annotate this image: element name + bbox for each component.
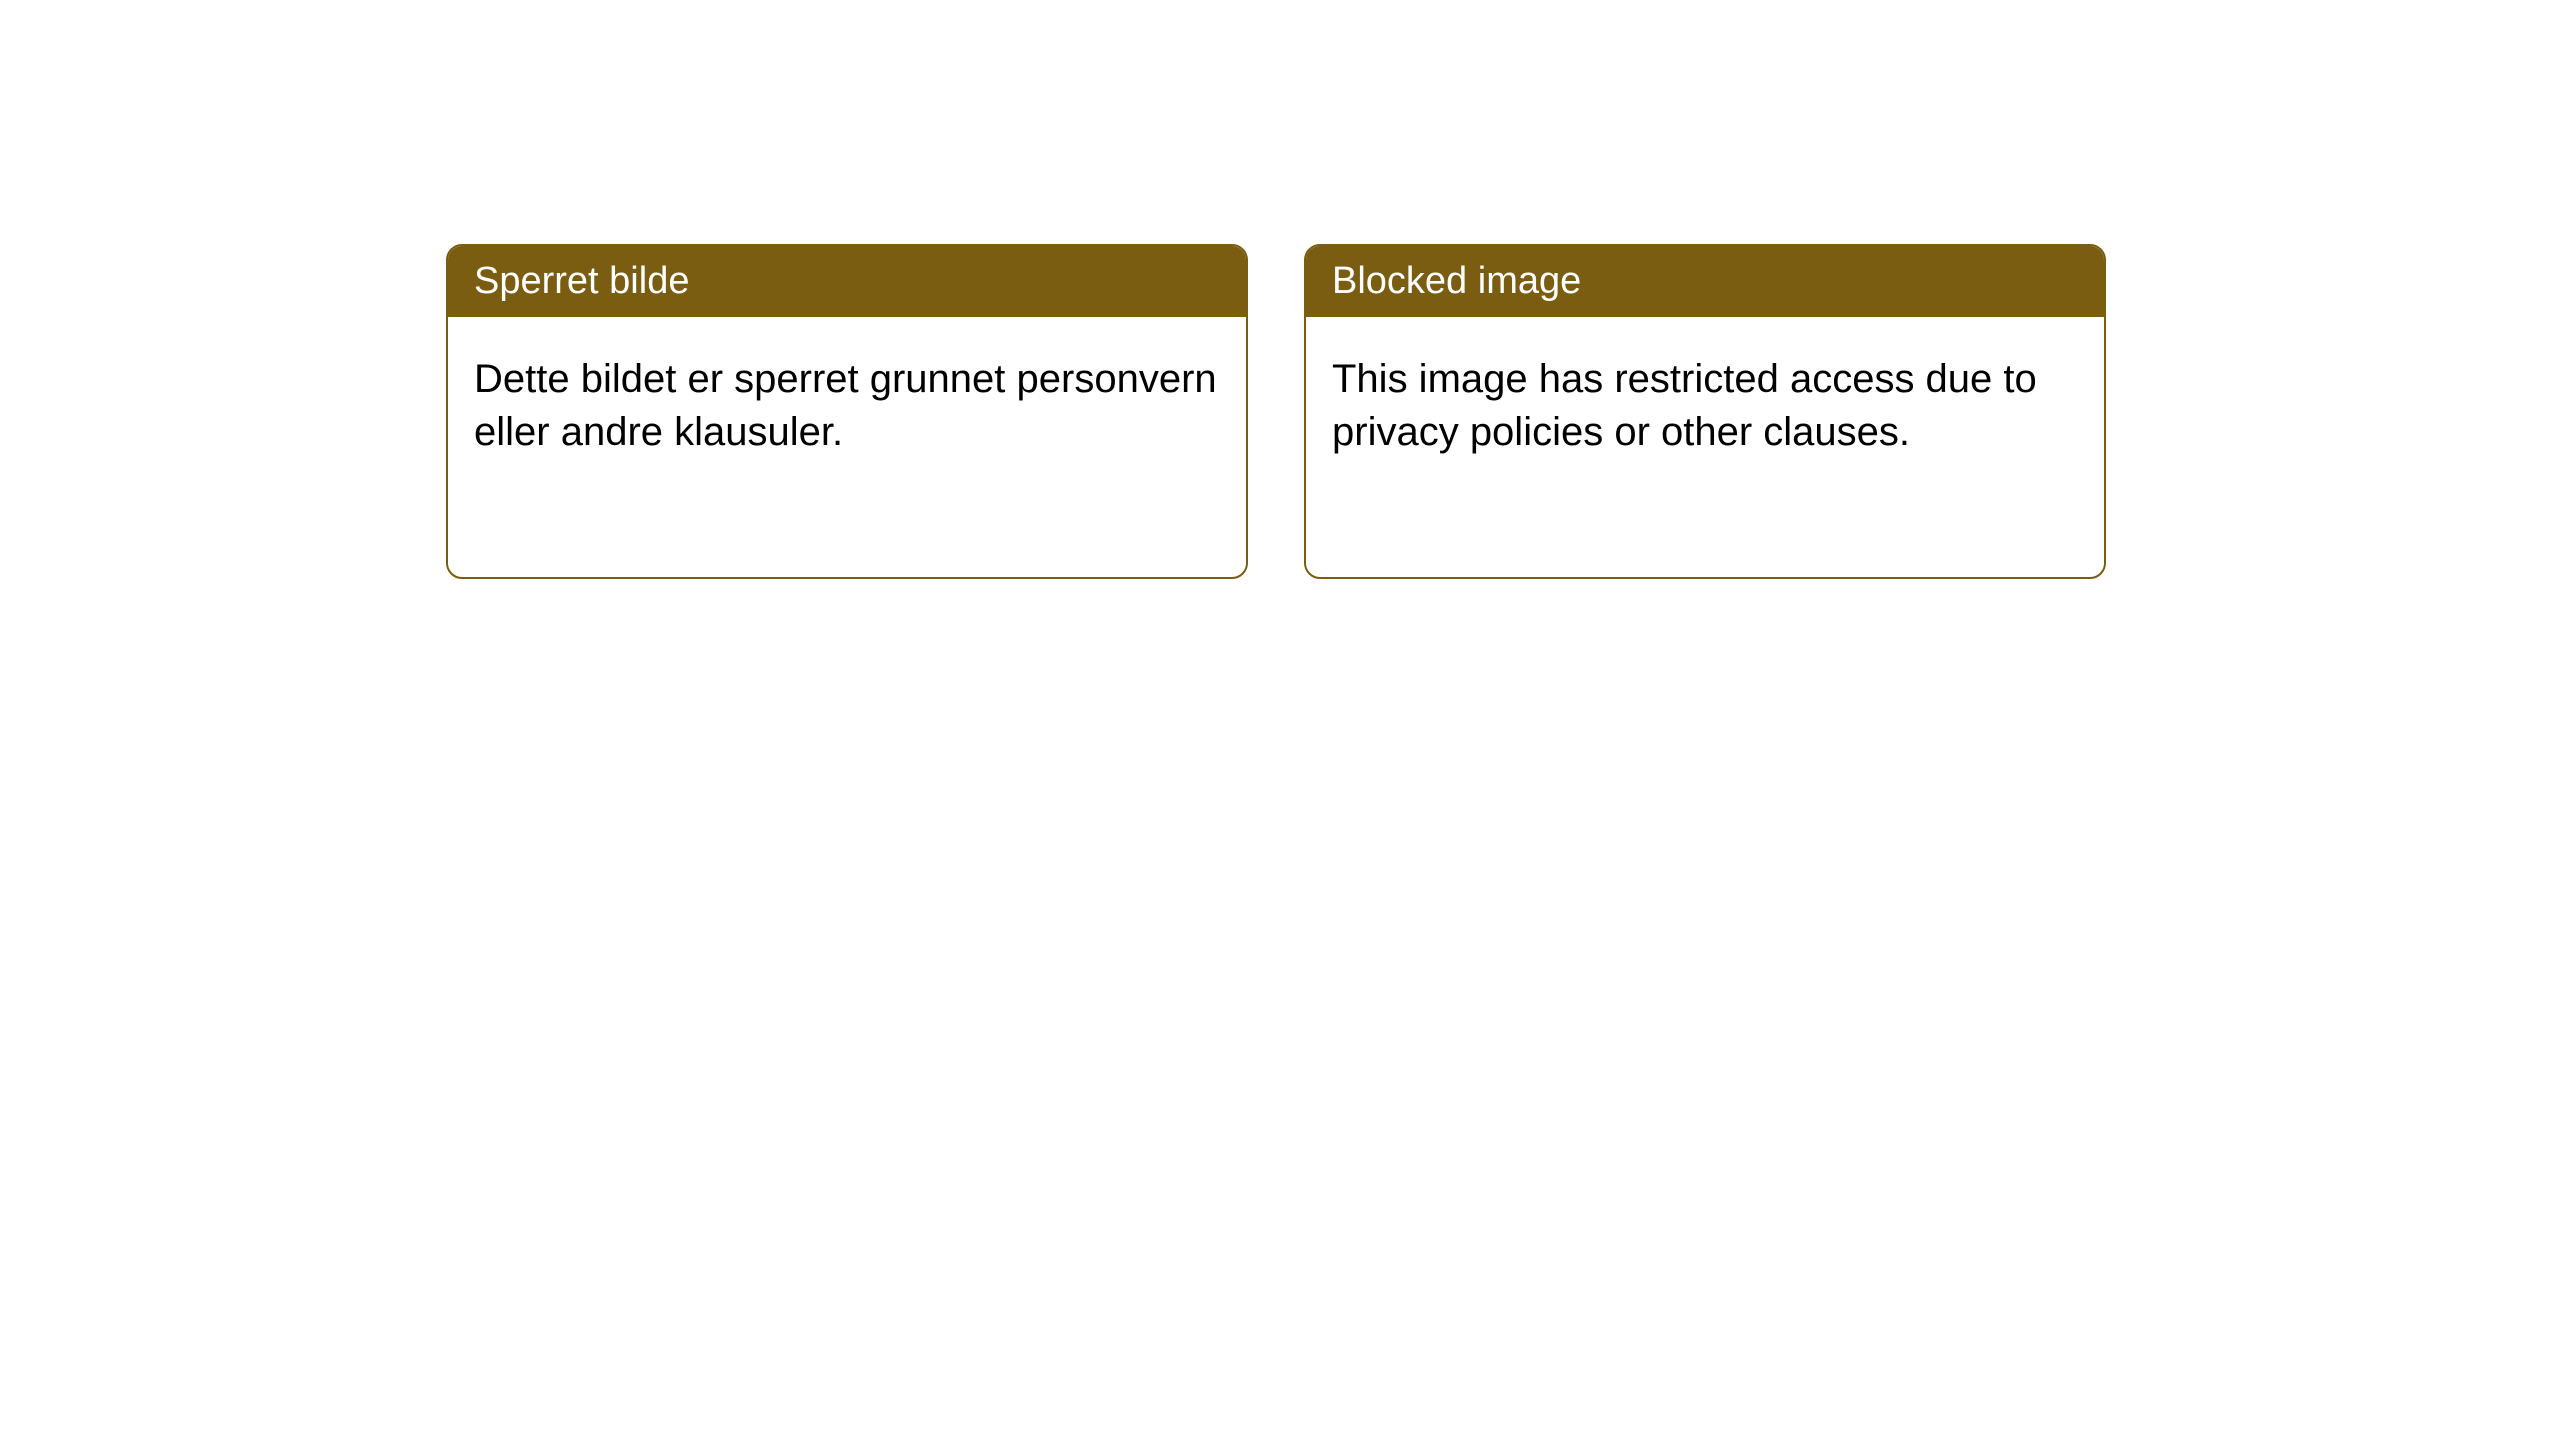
notice-card-english: Blocked image This image has restricted … bbox=[1304, 244, 2106, 579]
notice-card-norwegian: Sperret bilde Dette bildet er sperret gr… bbox=[446, 244, 1248, 579]
notice-body-english: This image has restricted access due to … bbox=[1306, 317, 2104, 495]
notice-title-norwegian: Sperret bilde bbox=[448, 246, 1246, 317]
notice-title-english: Blocked image bbox=[1306, 246, 2104, 317]
notice-body-norwegian: Dette bildet er sperret grunnet personve… bbox=[448, 317, 1246, 495]
notice-container: Sperret bilde Dette bildet er sperret gr… bbox=[0, 0, 2560, 579]
